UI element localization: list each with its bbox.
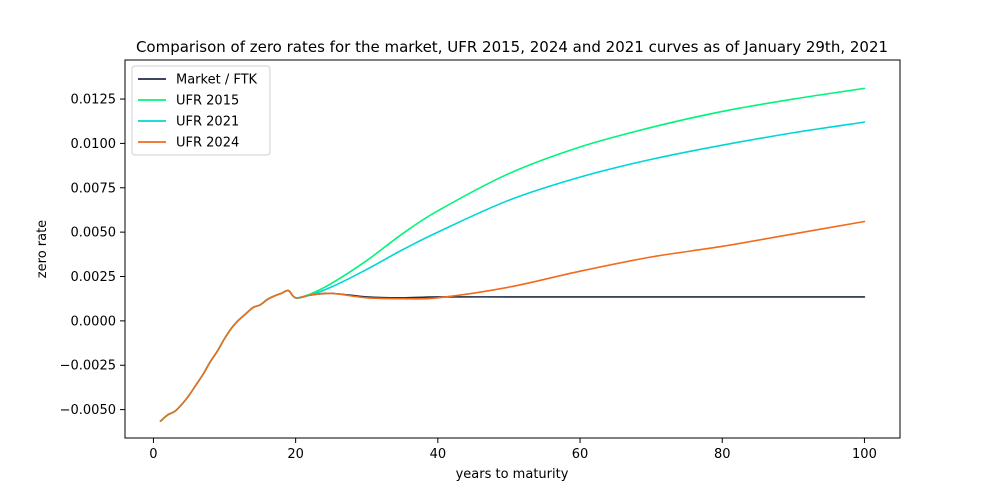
- legend-label: UFR 2024: [176, 136, 239, 151]
- legend-box: [131, 65, 271, 156]
- legend: Market / FTK UFR 2015 UFR 2021 UFR 2024: [131, 65, 271, 156]
- y-tick-label: 0.0000: [71, 314, 117, 329]
- series-lines: [159, 87, 866, 422]
- x-tick-label: 0: [149, 447, 157, 462]
- x-tick-label: 20: [287, 447, 304, 462]
- y-tick-label: 0.0075: [71, 181, 117, 196]
- y-tick-label: −0.0025: [60, 359, 116, 374]
- x-tick-label: 60: [572, 447, 589, 462]
- x-tick-label: 100: [852, 447, 877, 462]
- y-axis-label: zero rate: [35, 220, 50, 278]
- chart-title: Comparison of zero rates for the market,…: [136, 38, 888, 56]
- y-tick-label: −0.0050: [60, 403, 116, 418]
- x-tick-label: 80: [714, 447, 731, 462]
- x-tick-label: 40: [430, 447, 447, 462]
- series-line-market-ftk: [159, 289, 866, 422]
- x-axis-label: years to maturity: [456, 467, 569, 482]
- legend-label: Market / FTK: [176, 73, 258, 88]
- plot-area-frame: [124, 59, 901, 439]
- y-axis-ticks: −0.0050 −0.0025 0.0000 0.0025 0.0050 0.0075 0.…: [60, 93, 125, 418]
- x-axis-ticks: 0 20 40 60 80 100: [149, 438, 877, 462]
- series-line-ufr-2024: [159, 220, 866, 422]
- y-tick-label: 0.0050: [71, 226, 117, 241]
- y-tick-label: 0.0125: [71, 93, 117, 108]
- legend-label: UFR 2021: [176, 115, 239, 130]
- y-tick-label: 0.0025: [71, 270, 117, 285]
- y-tick-label: 0.0100: [71, 137, 117, 152]
- legend-label: UFR 2015: [176, 94, 239, 109]
- series-line-ufr-2021: [159, 121, 866, 422]
